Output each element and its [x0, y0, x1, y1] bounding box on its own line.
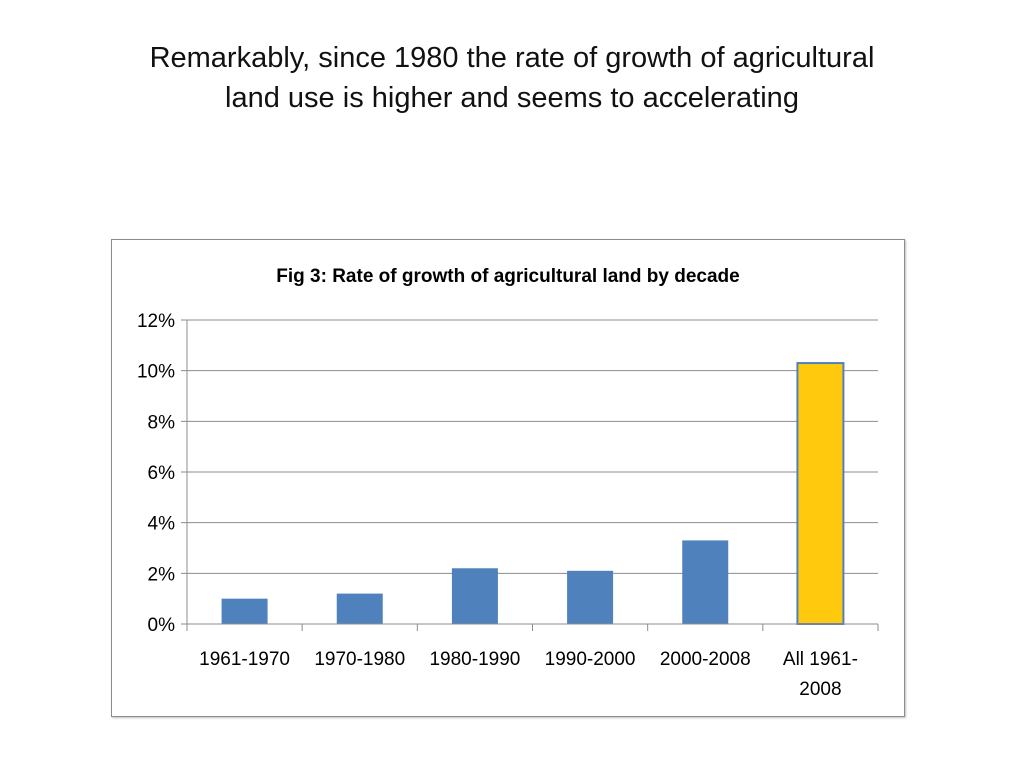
x-tick-label: 2000-2008	[660, 649, 751, 670]
x-tick-label: 1961-1970	[199, 649, 290, 670]
bar-1970-1980	[336, 593, 383, 624]
y-tick-label: 6%	[148, 463, 176, 484]
y-axis-tick-labels: 0% 2% 4% 6% 8% 10% 12%	[137, 311, 175, 636]
x-tick-label: 1970-1980	[314, 649, 405, 670]
x-tick-label: 1990-2000	[545, 649, 636, 670]
chart-frame: Fig 3: Rate of growth of agricultural la…	[111, 239, 905, 717]
slide-title-line-1: Remarkably, since 1980 the rate of growt…	[149, 42, 875, 74]
y-tick-label: 4%	[148, 514, 176, 535]
slide-title-line-2: land use is higher and seems to accelera…	[225, 82, 799, 114]
y-tick-label: 2%	[148, 564, 176, 585]
bar-all-1961-2008	[796, 362, 845, 625]
slide-title: Remarkably, since 1980 the rate of growt…	[40, 38, 984, 118]
x-tick-label: All 1961-2008	[783, 649, 858, 700]
chart-title: Fig 3: Rate of growth of agricultural la…	[276, 266, 739, 287]
x-axis-tick-labels: 1961-1970 1970-1980 1980-1990 1990-2000 2000…	[199, 649, 858, 700]
y-tick-label: 10%	[137, 362, 175, 383]
gridlines	[181, 319, 878, 625]
bar-1990-2000	[567, 570, 614, 624]
bars	[221, 362, 845, 625]
y-tick-label: 0%	[148, 615, 176, 636]
y-tick-label: 8%	[148, 412, 176, 433]
bar-1961-1970	[221, 598, 268, 624]
bar-2000-2008	[682, 540, 729, 624]
y-tick-label: 12%	[137, 311, 175, 332]
axes	[186, 320, 879, 631]
x-tick-label: 1980-1990	[429, 649, 520, 670]
bar-chart: Fig 3: Rate of growth of agricultural la…	[137, 266, 879, 700]
bar-1980-1990	[451, 568, 498, 624]
